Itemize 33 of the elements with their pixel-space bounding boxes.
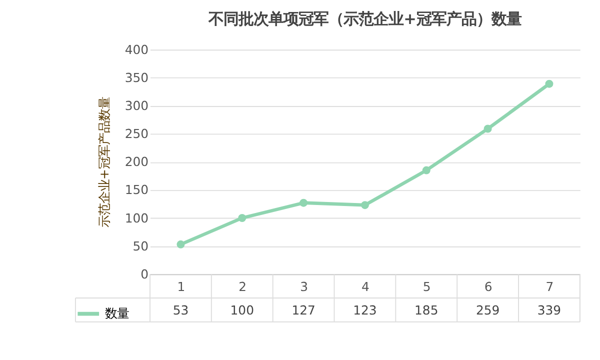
data-label: 339 [537, 302, 562, 318]
point [545, 80, 554, 88]
y-tick-label: 100 [124, 210, 149, 226]
point [422, 166, 430, 174]
y-tick-label: 0 [140, 266, 149, 282]
chart-title: 不同批次单项冠军（示范企业+冠军产品）数量 [208, 10, 522, 28]
y-axis-title: 示范企业+冠军产品数量 [96, 97, 112, 228]
point [238, 214, 246, 222]
point [300, 198, 308, 207]
data-label: 259 [476, 302, 500, 318]
point [484, 124, 492, 133]
y-tick-label: 300 [124, 98, 149, 114]
point [176, 240, 185, 248]
data-label: 100 [230, 302, 254, 318]
data-label: 123 [353, 302, 377, 318]
y-tick-label: 400 [124, 42, 149, 57]
x-tick-label: 4 [361, 278, 370, 294]
data-label: 127 [292, 302, 316, 318]
y-tick-label: 150 [124, 182, 149, 198]
x-tick-label: 2 [238, 278, 247, 294]
x-tick-label: 1 [177, 278, 186, 294]
legend-label: 数量 [105, 306, 130, 321]
x-tick-label: 7 [546, 278, 554, 294]
data-label: 53 [172, 302, 189, 318]
x-tick-label: 3 [300, 278, 308, 294]
y-tick-label: 50 [132, 238, 149, 254]
x-tick-label: 6 [484, 278, 492, 294]
point [360, 201, 369, 210]
x-tick-label: 5 [422, 278, 431, 294]
y-tick-label: 250 [124, 126, 149, 142]
y-tick-label: 200 [124, 154, 149, 170]
data-label: 185 [414, 302, 438, 318]
y-tick-label: 350 [124, 70, 149, 85]
